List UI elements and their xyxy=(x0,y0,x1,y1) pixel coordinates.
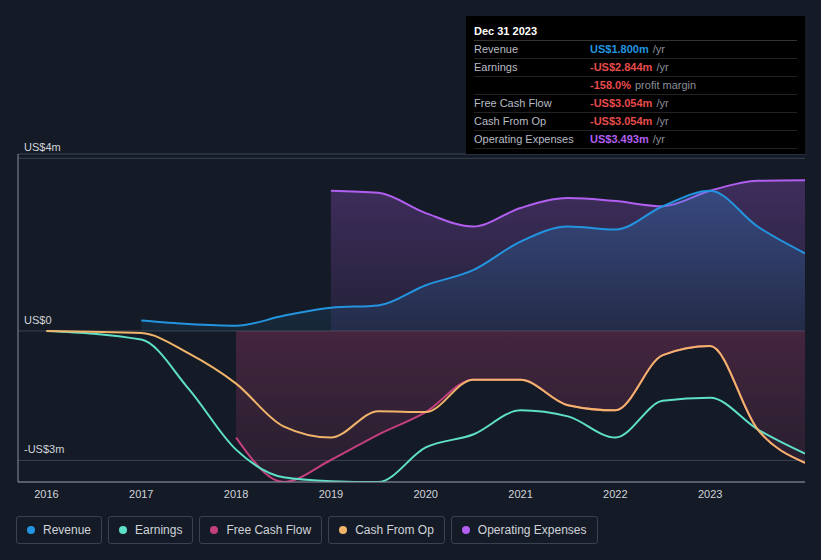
html-text:Earnings: Earnings xyxy=(135,523,183,537)
html-text:Cash From Op: Cash From Op xyxy=(355,523,434,537)
svg-text:2017: 2017 xyxy=(129,488,153,500)
svg-text:US$4m: US$4m xyxy=(24,141,61,153)
html-text:-US$3.054m /yr: -US$3.054m /yr xyxy=(590,115,669,127)
svg-text:2021: 2021 xyxy=(508,488,532,500)
html-text:-US$2.844m /yr: -US$2.844m /yr xyxy=(590,61,669,73)
svg-text:2020: 2020 xyxy=(413,488,437,500)
html-text:Free Cash Flow: Free Cash Flow xyxy=(474,97,552,109)
html-text:US$1.800m /yr: US$1.800m /yr xyxy=(590,43,665,55)
svg-text:US$0: US$0 xyxy=(24,314,52,326)
html-text:US$3.493m /yr: US$3.493m /yr xyxy=(590,133,665,145)
html-text:Free Cash Flow: Free Cash Flow xyxy=(226,523,312,537)
html-text:Operating Expenses: Operating Expenses xyxy=(477,523,587,537)
html-text:Operating Expenses: Operating Expenses xyxy=(474,133,574,145)
html-text:-158.0% profit margin: -158.0% profit margin xyxy=(590,79,697,91)
svg-text:2018: 2018 xyxy=(224,488,248,500)
svg-text:-US$3m: -US$3m xyxy=(24,443,64,455)
svg-text:2023: 2023 xyxy=(698,488,722,500)
svg-text:2019: 2019 xyxy=(319,488,343,500)
html-text:Earnings: Earnings xyxy=(474,61,518,73)
svg-text:2022: 2022 xyxy=(603,488,627,500)
svg-text:2016: 2016 xyxy=(34,488,58,500)
html-text:Revenue: Revenue xyxy=(474,43,518,55)
html-text:Revenue: Revenue xyxy=(43,523,91,537)
html-text:Dec 31 2023: Dec 31 2023 xyxy=(474,25,537,37)
html-text:Cash From Op: Cash From Op xyxy=(474,115,547,127)
html-text:-US$3.054m /yr: -US$3.054m /yr xyxy=(590,97,669,109)
